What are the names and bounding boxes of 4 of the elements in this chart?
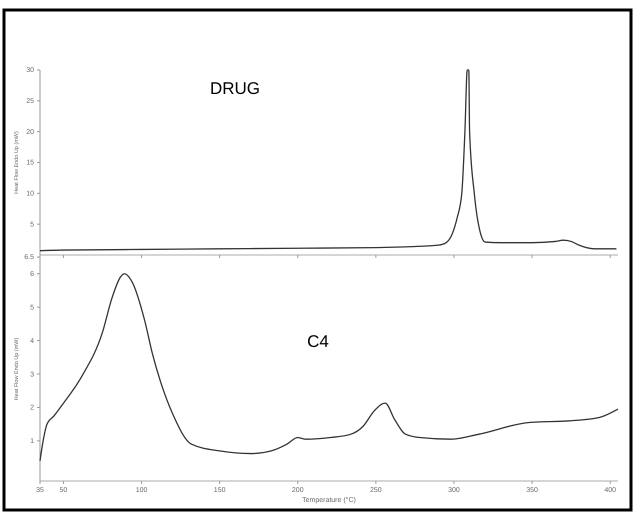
line-series — [39, 273, 619, 462]
line-series — [39, 69, 618, 252]
text: C4 — [307, 332, 329, 351]
text: DRUG — [210, 79, 260, 98]
